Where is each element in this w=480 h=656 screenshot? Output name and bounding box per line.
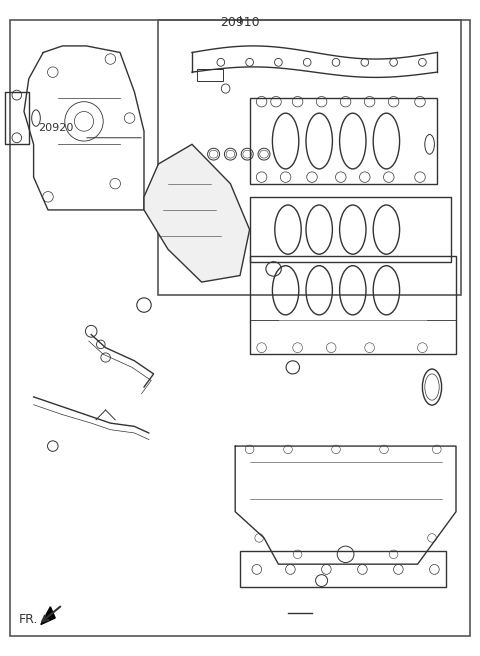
Text: FR.: FR. [19, 613, 38, 626]
Bar [197, 69, 223, 81]
Bar [250, 98, 437, 184]
Polygon shape [41, 607, 55, 625]
Text: 20920: 20920 [38, 123, 74, 133]
Bar [250, 256, 456, 354]
Bar [250, 197, 451, 262]
Bar [240, 551, 446, 587]
Polygon shape [144, 144, 250, 282]
Text: 20910: 20910 [220, 16, 260, 30]
